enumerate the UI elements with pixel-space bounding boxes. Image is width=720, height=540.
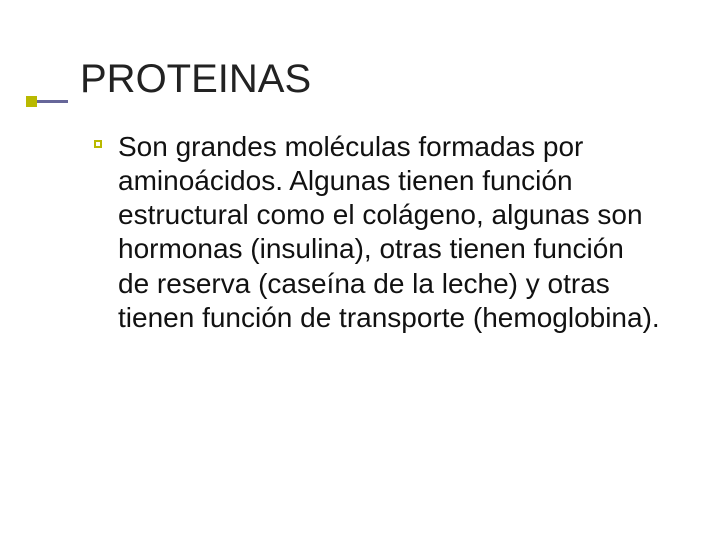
title-region: PROTEINAS: [0, 58, 720, 100]
title-accent-icon: [26, 96, 66, 107]
bullet-item: Son grandes moléculas formadas por amino…: [118, 130, 660, 335]
slide-body-text: Son grandes moléculas formadas por amino…: [118, 130, 660, 335]
slide-title: PROTEINAS: [80, 58, 720, 100]
body-region: Son grandes moléculas formadas por amino…: [0, 100, 720, 335]
slide: PROTEINAS Son grandes moléculas formadas…: [0, 0, 720, 540]
bullet-icon: [94, 140, 102, 148]
